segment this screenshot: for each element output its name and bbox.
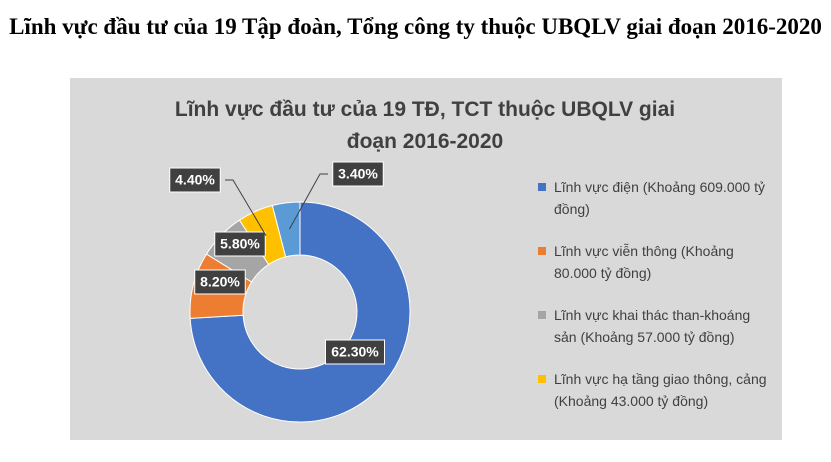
data-label: 5.80% [220, 236, 260, 252]
data-label-box [325, 339, 385, 365]
data-label: 62.30% [331, 344, 379, 360]
legend-swatch [538, 183, 546, 191]
chart-title: Lĩnh vực đầu tư của 19 TĐ, TCT thuộc UBQ… [174, 98, 676, 153]
data-label: 8.20% [200, 274, 240, 290]
legend-label: Lĩnh vực viễn thông (Khoảng 80.000 tỷ đồ… [554, 243, 734, 281]
data-label-box [332, 161, 384, 187]
data-label-box [194, 269, 246, 295]
legend-item: Lĩnh vực viễn thông (Khoảng 80.000 tỷ đồ… [538, 240, 768, 284]
donut-slice [189, 201, 411, 423]
data-label-box [169, 167, 221, 193]
data-label: 3.40% [338, 166, 378, 182]
leader-line [225, 179, 267, 236]
chart-area: 62.30% 8.20% 5.80% 4.40% 3.40% Lĩnh vực đầu … [70, 78, 782, 440]
legend-item: Lĩnh vực điện (Khoảng 609.000 tỷ đồng) [538, 176, 768, 220]
leader-line [288, 173, 328, 230]
legend-label: Lĩnh vực khai thác than-khoáng sản (Khoả… [554, 307, 751, 345]
legend-swatch [538, 375, 546, 383]
chart: 62.30% 8.20% 5.80% 4.40% 3.40% [169, 161, 411, 423]
legend: Lĩnh vực điện (Khoảng 609.000 tỷ đồng) Lĩ… [538, 176, 768, 432]
legend-label: Lĩnh vực điện (Khoảng 609.000 tỷ đồng) [554, 179, 765, 217]
legend-swatch [538, 247, 546, 255]
data-label-box [214, 231, 266, 257]
page-title: Lĩnh vực đầu tư của 19 Tập đoàn, Tổng cô… [9, 14, 822, 39]
data-label: 4.40% [175, 172, 215, 188]
legend-item: Lĩnh vực khai thác than-khoáng sản (Khoả… [538, 304, 768, 348]
legend-label: Lĩnh vực hạ tầng giao thông, cảng (Khoản… [554, 371, 767, 409]
donut-slice [271, 201, 301, 258]
legend-item: Lĩnh vực hạ tầng giao thông, cảng (Khoản… [538, 368, 768, 412]
legend-swatch [538, 311, 546, 319]
